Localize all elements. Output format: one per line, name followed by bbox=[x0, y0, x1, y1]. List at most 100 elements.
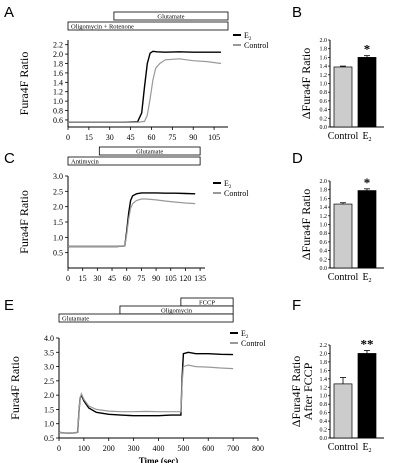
legend-label: Control bbox=[241, 339, 266, 348]
y-tick-label: 1.2 bbox=[320, 214, 328, 220]
y-axis-label: Fura4F Ratio bbox=[17, 52, 31, 116]
significance-marker: * bbox=[364, 175, 371, 190]
x-tick-label: 90 bbox=[152, 274, 160, 283]
panel-label-f: F bbox=[292, 297, 301, 314]
series-line-control bbox=[58, 364, 234, 434]
y-tick-label: 1.6 bbox=[53, 69, 63, 78]
y-tick-label: 2.0 bbox=[53, 203, 63, 212]
y-tick-label: 1.6 bbox=[320, 196, 328, 202]
line-chart-e: 0.5 1.0 1.5 2.0 2.5 3.0 3.5 4.0 0 100 200 300 400 500… bbox=[8, 297, 266, 463]
series-line-e2 bbox=[68, 50, 221, 123]
y-tick-label: 2.2 bbox=[53, 41, 63, 50]
panel-label-d: D bbox=[292, 150, 303, 167]
x-tick-label: 45 bbox=[108, 274, 116, 283]
x-tick-label: 15 bbox=[79, 274, 87, 283]
y-tick-label: 1.0 bbox=[53, 97, 63, 106]
significance-marker: ** bbox=[361, 336, 374, 351]
y-tick-label: 2.0 bbox=[44, 391, 54, 400]
charts-group: 0.60.81.01.21.41.61.82.02.20 15 30 45 60 75 90… bbox=[8, 11, 384, 463]
treatment-label: Glutamate bbox=[62, 316, 89, 323]
category-subscript: 2 bbox=[369, 278, 372, 284]
treatment-label: Glutamate bbox=[136, 149, 163, 156]
y-tick-label: 0.5 bbox=[44, 434, 54, 443]
category-label: Control bbox=[328, 131, 359, 142]
y-tick-label: 2.5 bbox=[44, 377, 54, 386]
y-tick-label: 1.8 bbox=[320, 360, 328, 366]
y-tick-label: 2.0 bbox=[320, 351, 328, 357]
bar bbox=[357, 57, 377, 128]
y-tick-label: 1.8 bbox=[53, 60, 63, 69]
y-tick-label: 1.4 bbox=[53, 78, 63, 87]
treatment-bar bbox=[98, 146, 201, 156]
legend-label: E2 bbox=[224, 179, 232, 190]
y-tick-label: 0.5 bbox=[53, 249, 63, 258]
y-tick-label: 0.6 bbox=[320, 240, 328, 246]
bar bbox=[357, 353, 377, 439]
y-axis-label: ΔFura4F Ratio bbox=[289, 356, 303, 427]
legend-subscript: 2 bbox=[229, 185, 232, 190]
y-tick-label: 0.8 bbox=[320, 402, 328, 408]
y-tick-label: 2.0 bbox=[320, 38, 328, 44]
y-tick-label: 0.8 bbox=[320, 90, 328, 96]
series-line-control bbox=[68, 58, 222, 123]
legend-subscript: 2 bbox=[246, 335, 249, 340]
series-line-e2 bbox=[68, 192, 196, 248]
y-tick-label: 1.4 bbox=[320, 205, 328, 211]
y-tick-label: 0.6 bbox=[53, 116, 63, 125]
x-tick-label: 700 bbox=[227, 444, 239, 453]
bar bbox=[333, 66, 353, 128]
x-tick-label: 105 bbox=[165, 274, 177, 283]
y-tick-label: 1.2 bbox=[320, 73, 328, 79]
y-tick-label: 1.2 bbox=[53, 88, 63, 97]
panel-label-e: E bbox=[4, 297, 14, 314]
bar bbox=[333, 203, 353, 269]
y-tick-label: 0.0 bbox=[320, 436, 328, 442]
y-tick-label: 3.0 bbox=[44, 363, 54, 372]
bar-chart-b: 0.0 0.2 0.4 0.6 0.8 1.0 1.2 1.4 1.6 1.8 2.0 Control… bbox=[299, 38, 384, 143]
y-tick-label: 0.2 bbox=[320, 116, 328, 122]
y-tick-label: 1.5 bbox=[53, 218, 63, 227]
x-tick-label: 30 bbox=[93, 274, 101, 283]
treatment-label: Antimycin bbox=[71, 159, 100, 166]
y-tick-label: 0.4 bbox=[320, 419, 328, 425]
y-tick-label: 0.6 bbox=[320, 411, 328, 417]
category-label: Control bbox=[328, 272, 359, 283]
x-tick-label: 90 bbox=[189, 133, 197, 142]
y-tick-label: 0.8 bbox=[53, 107, 63, 116]
y-tick-label: 3.5 bbox=[44, 348, 54, 357]
x-tick-label: 30 bbox=[106, 133, 114, 142]
y-axis-label: Fura4F Ratio bbox=[8, 356, 22, 420]
legend-label: Control bbox=[224, 189, 249, 198]
category-subscript: 2 bbox=[369, 137, 372, 143]
series-line-control bbox=[68, 198, 196, 248]
y-tick-label: 2.5 bbox=[53, 187, 63, 196]
y-axis-label: ΔFura4F Ratio bbox=[299, 189, 313, 260]
y-tick-label: 1.4 bbox=[320, 64, 328, 70]
x-tick-label: 200 bbox=[103, 444, 115, 453]
x-tick-label: 300 bbox=[128, 444, 140, 453]
y-tick-label: 0.6 bbox=[320, 99, 328, 105]
y-tick-label: 1.0 bbox=[320, 394, 328, 400]
legend-subscript: 2 bbox=[249, 37, 252, 42]
panel-label-b: B bbox=[292, 4, 302, 21]
y-tick-label: 1.6 bbox=[320, 368, 328, 374]
y-tick-label: 1.0 bbox=[320, 82, 328, 88]
category-label: E2 bbox=[362, 272, 371, 284]
x-tick-label: 135 bbox=[194, 274, 206, 283]
y-tick-label: 2.0 bbox=[320, 179, 328, 185]
bar-chart-f: 0.0 0.2 0.4 0.6 0.8 1.0 1.2 1.4 1.6 1.8 2.0 2.2 Cont… bbox=[289, 336, 384, 454]
treatment-label: Oligomycin bbox=[161, 308, 193, 315]
y-tick-label: 3.0 bbox=[53, 172, 63, 181]
treatment-bar bbox=[67, 156, 201, 166]
line-chart-a: 0.60.81.01.21.41.61.82.02.2 0 15 30 45 60 75 90… bbox=[17, 11, 269, 142]
category-label: E2 bbox=[362, 442, 371, 454]
legend-label: E2 bbox=[241, 329, 249, 340]
x-tick-label: 15 bbox=[85, 133, 93, 142]
x-tick-label: 100 bbox=[78, 444, 90, 453]
x-tick-label: 0 bbox=[57, 444, 61, 453]
significance-marker: * bbox=[364, 42, 371, 57]
y-tick-label: 0.4 bbox=[320, 249, 328, 255]
x-tick-label: 60 bbox=[147, 133, 155, 142]
y-tick-label: 0.0 bbox=[320, 125, 328, 131]
x-tick-label: 75 bbox=[168, 133, 176, 142]
